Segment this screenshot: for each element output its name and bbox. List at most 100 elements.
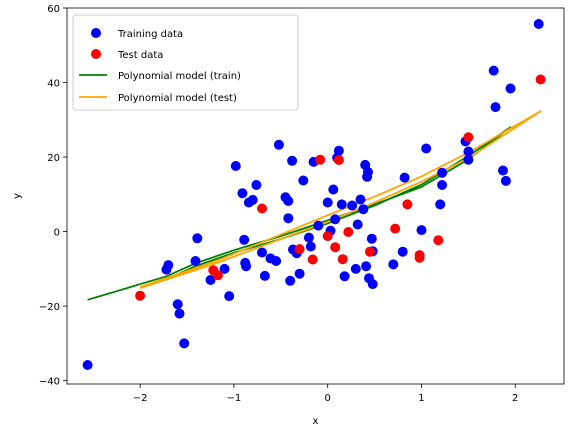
x-tick-label: −1 [227,393,242,404]
training-point-33 [303,232,314,243]
training-point-11 [230,161,241,171]
test-point-11 [343,227,354,237]
y-tick-label: −20 [39,302,60,313]
training-point-19 [257,247,267,258]
training-point-59 [397,246,408,257]
x-axis-label: x [313,416,319,427]
training-point-73 [505,83,516,94]
x-tick-label: 0 [325,393,331,404]
training-point-74 [533,19,544,29]
test-point-0 [135,290,146,301]
training-point-55 [366,233,377,244]
training-point-15 [241,261,252,272]
test-point-4 [294,244,305,255]
x-tick-label: 2 [512,393,518,404]
training-point-20 [259,270,270,281]
training-point-63 [435,199,446,210]
training-point-28 [287,155,298,166]
training-point-31 [294,268,305,279]
training-point-69 [488,65,499,76]
training-point-6 [190,256,201,266]
training-point-36 [313,220,324,231]
training-point-22 [271,256,282,266]
training-point-10 [224,291,235,302]
y-tick-label: 0 [54,228,60,239]
y-tick-label: 40 [47,79,60,90]
plot-frame [66,7,565,385]
training-point-23 [273,139,284,150]
x-axis-ticks: −2 −1 0 1 2 [133,384,518,404]
training-point-3 [172,299,183,310]
training-point-53 [363,167,373,177]
training-point-72 [500,175,511,186]
training-point-42 [333,145,344,156]
test-point-9 [333,155,344,165]
training-point-17 [247,194,258,205]
data-points [82,19,546,370]
test-point-13 [390,223,401,234]
y-tick-label: 20 [47,153,60,164]
test-point-2 [213,270,223,281]
test-point-14 [402,199,413,210]
training-point-37 [322,197,333,208]
training-point-34 [305,241,316,252]
training-point-27 [285,275,296,286]
legend-marker-training-data [91,28,101,38]
test-point-19 [535,74,546,85]
polynomial-test-line [139,110,542,290]
test-point-18 [463,132,474,143]
training-point-12 [237,188,248,199]
training-point-13 [239,234,250,245]
test-point-8 [330,242,341,253]
y-tick-label: 60 [47,4,60,15]
training-point-40 [330,214,341,225]
training-point-46 [350,263,361,274]
legend-label-test-data: Test data [117,50,163,61]
training-point-49 [358,204,369,215]
training-point-71 [498,165,508,176]
test-point-16 [414,252,425,263]
model-lines [87,110,542,301]
legend-box [72,14,299,111]
training-point-48 [355,194,366,205]
training-point-65 [437,180,448,190]
training-point-39 [328,184,339,195]
legend-label-polynomial-train: Polynomial model (train) [118,71,241,82]
y-tick-label: −40 [39,377,60,388]
training-point-43 [336,199,347,210]
training-point-64 [437,167,448,178]
legend-label-training-data: Training data [117,29,183,40]
test-point-12 [364,246,375,257]
training-point-58 [388,259,399,270]
training-point-67 [463,154,474,165]
training-point-68 [463,146,474,157]
training-point-62 [421,143,432,154]
y-axis-label: y [12,193,23,199]
training-point-2 [163,260,174,271]
training-point-61 [416,225,427,236]
training-point-47 [352,219,363,230]
training-point-26 [283,213,294,224]
training-point-18 [251,180,262,190]
test-point-6 [315,154,326,165]
legend: Training data Test data Polynomial model… [72,14,299,111]
training-point-44 [339,271,350,282]
training-point-5 [179,338,190,349]
training-point-9 [219,263,230,274]
training-point-57 [367,279,378,290]
training-point-7 [192,233,203,244]
x-tick-label: 1 [418,393,424,404]
legend-marker-test-data [91,49,101,59]
test-point-5 [307,254,318,265]
legend-label-polynomial-test: Polynomial model (test) [118,93,237,104]
training-point-0 [82,360,93,370]
test-point-3 [257,203,267,214]
training-point-51 [361,261,372,272]
training-point-45 [347,200,358,211]
training-point-32 [298,175,309,186]
y-axis-ticks: −40 −20 0 20 40 60 [39,4,67,388]
test-point-7 [322,231,333,242]
training-point-8 [205,275,216,285]
training-point-25 [283,196,294,206]
